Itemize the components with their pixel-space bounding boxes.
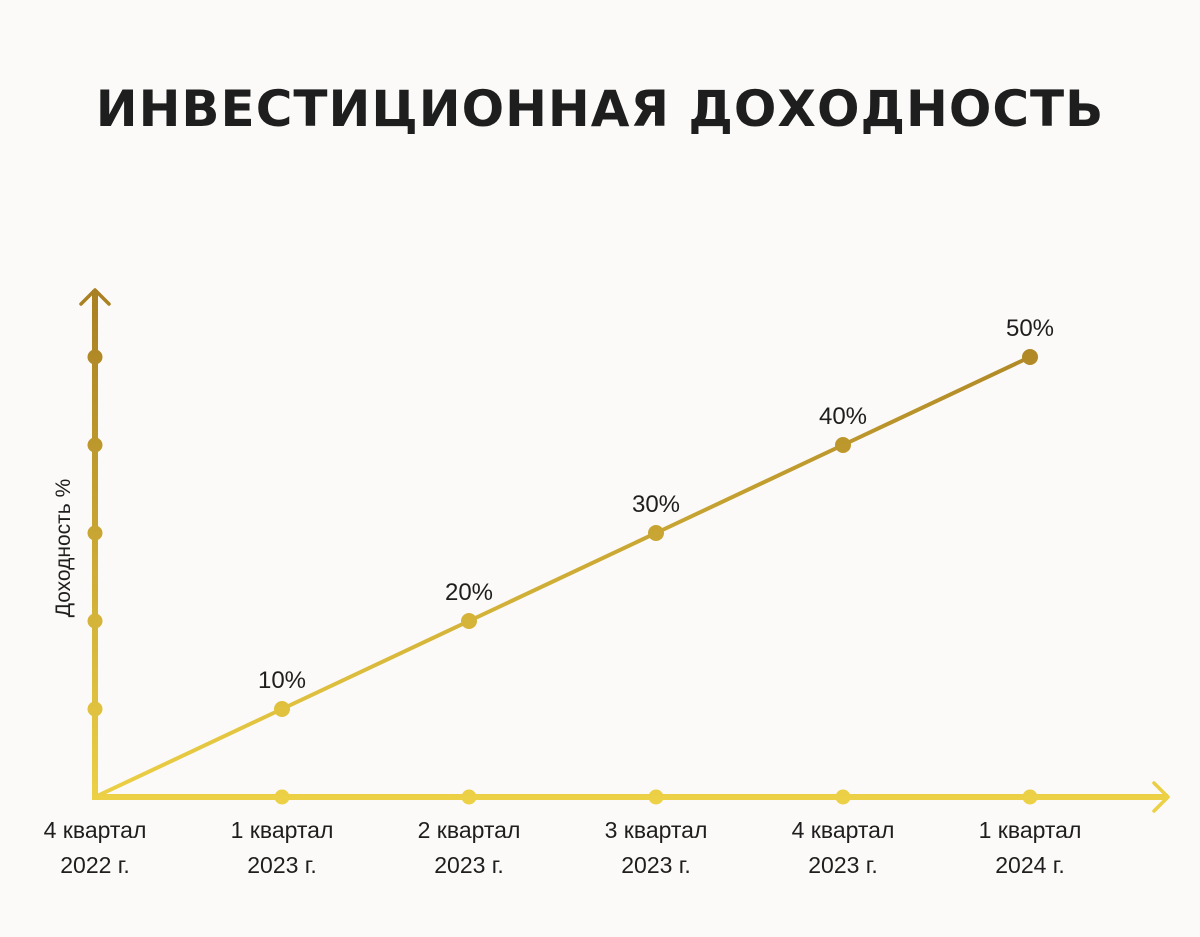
data-point bbox=[648, 525, 664, 541]
data-point bbox=[274, 701, 290, 717]
x-tick-label: 4 квартал 2023 г. bbox=[792, 817, 895, 878]
y-axis-label: Доходность % bbox=[52, 479, 75, 617]
x-tick-label: 4 квартал 2022 г. bbox=[44, 817, 147, 878]
y-tick-dot bbox=[87, 701, 103, 717]
x-tick-dot bbox=[274, 789, 290, 805]
data-label: 20% bbox=[445, 579, 493, 606]
y-tick-dot bbox=[87, 525, 103, 541]
data-point bbox=[1022, 349, 1038, 365]
chart-title: ИНВЕСТИЦИОННАЯ ДОХОДНОСТЬ bbox=[95, 80, 1105, 138]
data-label: 40% bbox=[819, 403, 867, 430]
x-tick-label: 2 квартал 2023 г. bbox=[418, 817, 521, 878]
x-tick-dot bbox=[461, 789, 477, 805]
data-point bbox=[835, 437, 851, 453]
y-tick-dot bbox=[87, 349, 103, 365]
y-tick-dot bbox=[87, 613, 103, 629]
x-axis-arrow bbox=[1152, 781, 1170, 813]
data-label: 50% bbox=[1006, 315, 1054, 342]
x-tick-dot bbox=[835, 789, 851, 805]
data-label: 30% bbox=[632, 491, 680, 518]
x-tick-label: 1 квартал 2024 г. bbox=[979, 817, 1082, 878]
data-label: 10% bbox=[258, 667, 306, 694]
data-point bbox=[461, 613, 477, 629]
x-tick-label: 1 квартал 2023 г. bbox=[231, 817, 334, 878]
x-tick-dot bbox=[648, 789, 664, 805]
x-tick-dot bbox=[1022, 789, 1038, 805]
y-axis-arrow bbox=[79, 288, 111, 306]
series-line bbox=[94, 355, 1031, 799]
x-tick-label: 3 квартал 2023 г. bbox=[605, 817, 708, 878]
y-tick-dot bbox=[87, 437, 103, 453]
